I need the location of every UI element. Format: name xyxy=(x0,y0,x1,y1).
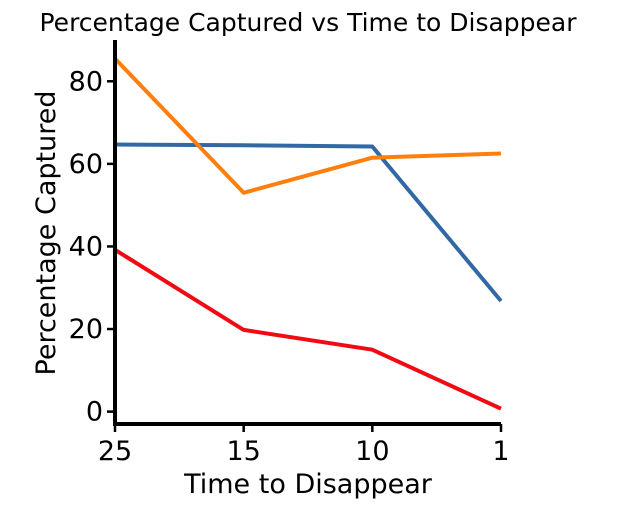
y-tick-label: 60 xyxy=(69,149,103,180)
y-tick-label: 0 xyxy=(86,397,103,428)
chart-title: Percentage Captured vs Time to Disappear xyxy=(40,8,578,37)
x-tick-label: 25 xyxy=(98,436,132,467)
x-tick-label: 1 xyxy=(492,436,509,467)
x-axis: 25 15 10 1 xyxy=(98,422,510,467)
x-axis-label: Time to Disappear xyxy=(183,469,433,500)
x-tick-label: 10 xyxy=(355,436,389,467)
y-axis-label: Percentage Captured xyxy=(31,91,62,376)
series-line-1 xyxy=(114,142,503,303)
plot-lines xyxy=(113,57,503,411)
series-line-2 xyxy=(113,57,502,195)
y-tick-label: 80 xyxy=(69,66,103,97)
x-tick-label: 15 xyxy=(226,436,260,467)
series-line-3 xyxy=(113,248,502,411)
y-tick-label: 20 xyxy=(69,314,103,345)
y-axis: 0 20 40 60 80 xyxy=(69,40,117,428)
y-tick-label: 40 xyxy=(69,231,103,262)
